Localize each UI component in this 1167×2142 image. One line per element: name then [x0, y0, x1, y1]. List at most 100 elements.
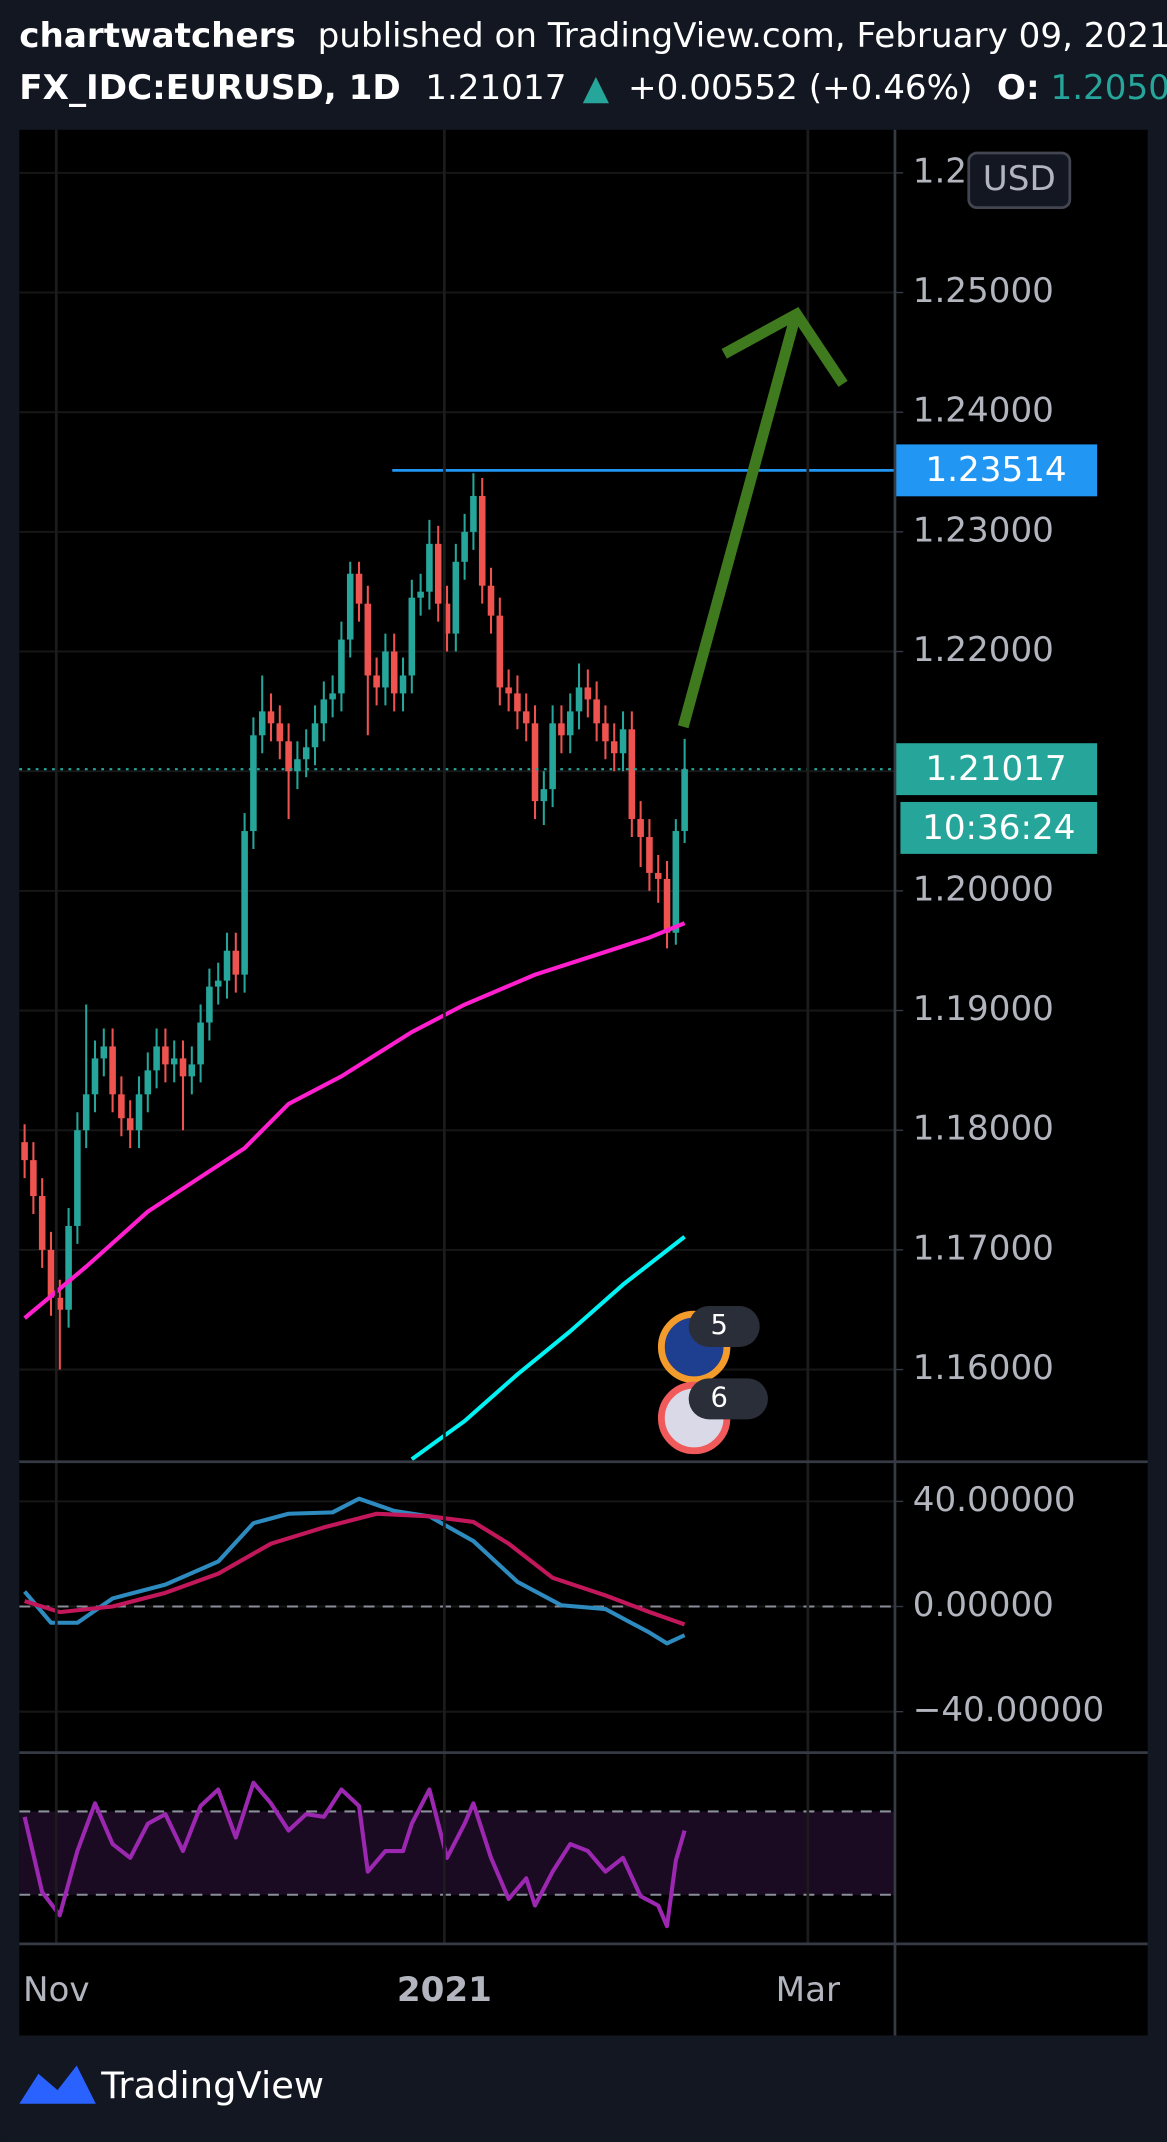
event-badge: [688, 1378, 768, 1420]
candle-body: [487, 585, 495, 616]
candle-body: [355, 573, 363, 604]
series-line: [23, 921, 686, 1320]
series-line: [23, 1496, 686, 1646]
logo: TradingView: [19, 2064, 324, 2107]
candle-body: [153, 1046, 160, 1071]
y-tick-label: 1.19000: [913, 989, 1054, 1029]
candle-body: [408, 597, 416, 676]
candle-body: [188, 1064, 196, 1077]
price-label: 1.23514: [925, 450, 1066, 490]
candle-body: [74, 1130, 81, 1226]
header-line-1: chartwatchers published on TradingView.c…: [19, 15, 1167, 55]
candle-body: [566, 711, 574, 736]
candle-body: [214, 980, 222, 987]
candle-body: [646, 837, 653, 873]
open-label: O:: [997, 67, 1040, 107]
candle-body: [610, 741, 618, 754]
plot: 1.16000 1.17000 1.18000 1.19000 1.20000 1.210…: [19, 129, 1148, 2036]
event-count: 5: [711, 1310, 728, 1341]
x-tick-label: Mar: [776, 1970, 841, 2010]
candle-body: [470, 495, 477, 532]
last: 1.21017: [425, 67, 566, 107]
candle-body: [417, 591, 424, 598]
candle-body: [250, 735, 257, 832]
logo-mark: [19, 2065, 96, 2104]
published: published on TradingView.com, February 0…: [318, 15, 1167, 55]
arrow-head: [721, 306, 848, 387]
candle-body: [681, 769, 688, 832]
currency-button: [967, 151, 1072, 210]
candle-body: [522, 711, 530, 724]
currency: USD: [983, 159, 1056, 199]
candle-body: [549, 723, 556, 790]
candle-body: [100, 1046, 108, 1059]
arrow-drawing: [677, 306, 848, 729]
candle-body: [311, 723, 319, 748]
candle-body: [258, 711, 266, 736]
price-label-box: [894, 444, 1098, 497]
arrow: ▲: [583, 67, 610, 107]
candle-body: [206, 986, 213, 1023]
candle-body: [426, 543, 433, 592]
series-line: [22, 1780, 687, 1929]
x-tick-label: Nov: [23, 1970, 90, 2010]
candle-body: [302, 747, 310, 760]
candle-body: [109, 1046, 116, 1095]
arrow-shaft: [677, 315, 801, 729]
candle-body: [338, 639, 345, 694]
price-label: 1.21017: [925, 749, 1066, 789]
y-tick-label: 1.20000: [913, 869, 1054, 909]
candle-body: [399, 675, 407, 694]
candle-body: [584, 687, 592, 700]
candle-body: [373, 675, 380, 688]
y-tick-label: 40.00000: [913, 1480, 1076, 1520]
candle-body: [452, 561, 460, 634]
candle-body: [434, 543, 442, 604]
y-tick-label: 1.22000: [913, 630, 1054, 670]
candle-body: [663, 878, 671, 933]
candle-body: [443, 603, 451, 634]
candle-body: [478, 495, 486, 586]
countdown: 10:36:24: [922, 808, 1075, 848]
candle-body: [21, 1142, 28, 1161]
countdown-box: [900, 801, 1098, 854]
symbol: FX_IDC:EURUSD, 1D: [19, 67, 400, 107]
candle-body: [628, 729, 636, 820]
candle-body: [179, 1058, 187, 1077]
event-badge: [688, 1305, 760, 1347]
y-tick-label: −40.00000: [913, 1690, 1105, 1730]
candle-body: [82, 1094, 90, 1131]
y-tick-label: 1.24000: [913, 391, 1054, 431]
price-label-box: [894, 743, 1098, 796]
candle-body: [461, 531, 468, 562]
series-line: [410, 1235, 686, 1461]
candle-body: [329, 693, 336, 700]
candle-body: [496, 615, 504, 688]
y-tick-label: 1.25000: [913, 271, 1054, 311]
pane: [19, 171, 895, 1461]
candle-body: [135, 1094, 143, 1131]
y-tick-label: 0.00000: [913, 1585, 1054, 1625]
candle-body: [65, 1225, 72, 1310]
candle-body: [602, 723, 609, 742]
candle-body: [294, 759, 301, 772]
candle-body: [162, 1046, 169, 1065]
candle-body: [364, 603, 372, 676]
candle-body: [382, 651, 389, 688]
y-tick-label: 1.17000: [913, 1228, 1054, 1268]
change: +0.00552 (+0.46%): [628, 67, 972, 107]
candle-body: [593, 699, 600, 724]
candle-body: [346, 573, 354, 640]
event-count: 6: [711, 1382, 728, 1413]
candle-body: [619, 729, 627, 754]
candle-body: [540, 789, 548, 802]
candle-body: [197, 1022, 204, 1065]
candle-body: [170, 1058, 178, 1065]
candle-body: [654, 872, 662, 879]
candle-body: [47, 1249, 55, 1298]
events: 5 6: [657, 1305, 768, 1455]
candle-body: [558, 723, 565, 736]
